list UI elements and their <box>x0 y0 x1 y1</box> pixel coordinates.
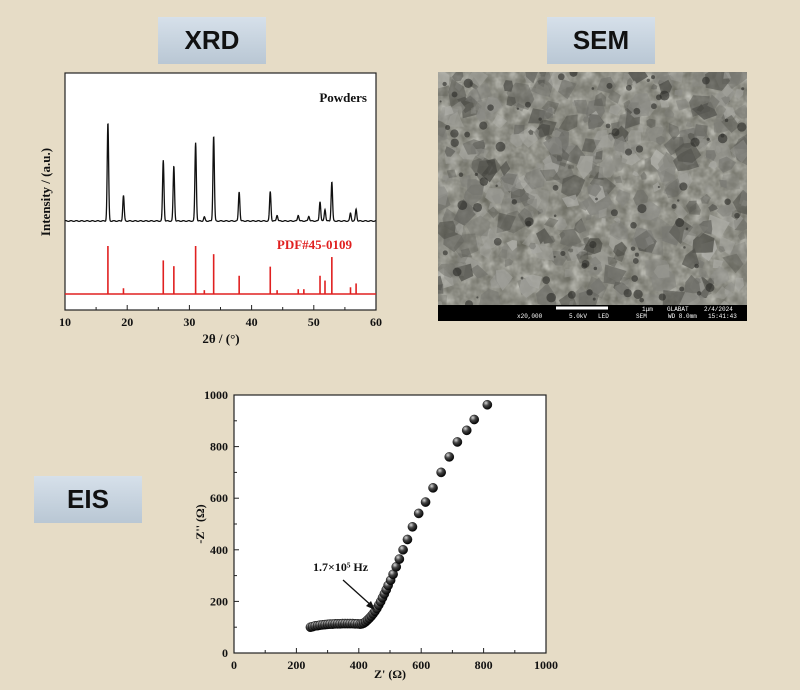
xrd-x-tick-label: 10 <box>59 315 71 329</box>
sem-image: 1μm GLABAT 2/4/2024 x20,000 5.0kV LED SE… <box>438 72 747 321</box>
xrd-x-tick-label: 30 <box>183 315 195 329</box>
sem-mode-text: SEM <box>636 313 647 320</box>
sem-time-text: 15:41:43 <box>708 313 737 320</box>
sem-lab-text: GLABAT <box>667 306 689 313</box>
sem-wd-text: WD 8.0mm <box>668 313 697 320</box>
sem-voltage-text: 5.0kV <box>569 313 587 320</box>
sem-label: SEM <box>547 17 655 64</box>
xrd-powders-label: Powders <box>319 90 367 105</box>
eis-label: EIS <box>34 476 142 523</box>
xrd-x-tick-label: 40 <box>246 315 258 329</box>
xrd-pattern-line <box>64 123 377 223</box>
sem-mag-text: x20,000 <box>517 313 543 320</box>
xrd-x-tick-label: 50 <box>308 315 320 329</box>
xrd-x-tick-label: 60 <box>370 315 382 329</box>
xrd-x-tick-label: 20 <box>121 315 133 329</box>
xrd-pdf-label: PDF#45-0109 <box>277 237 353 252</box>
sem-date-text: 2/4/2024 <box>704 306 733 313</box>
xrd-y-axis-label: Intensity / (a.u.) <box>38 148 53 236</box>
xrd-plot-area <box>64 72 377 311</box>
sem-detector-text: LED <box>598 313 609 320</box>
xrd-label: XRD <box>158 17 266 64</box>
xrd-x-axis-label: 2θ / (°) <box>202 331 239 346</box>
sem-scale-text: 1μm <box>642 306 653 313</box>
